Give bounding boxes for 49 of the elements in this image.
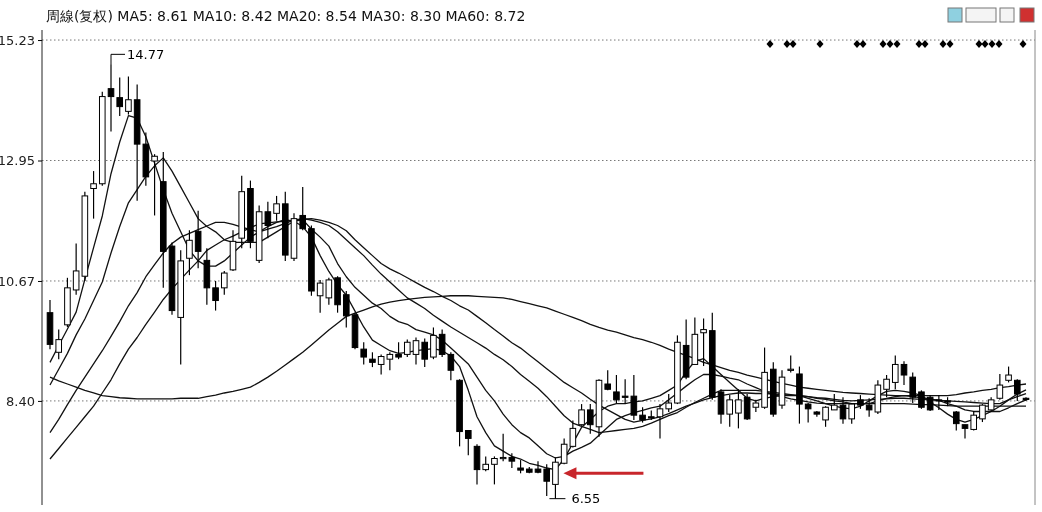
candlestick (726, 394, 734, 428)
candlestick (273, 195, 280, 222)
candlestick (822, 405, 829, 428)
y-tick-label: 12.95 (0, 153, 35, 169)
candlestick (430, 326, 437, 360)
candlestick (961, 424, 969, 440)
candlestick (412, 336, 420, 366)
candlestick (342, 290, 350, 329)
chart-title: 周線(复权) MA5: 8.61 MA10: 8.42 MA20: 8.54 MA30: 8.30 MA60: 8.72 (46, 8, 526, 24)
candlestick (55, 328, 63, 360)
y-tick-label: 10.67 (0, 273, 35, 289)
candlestick (186, 229, 193, 276)
candlestick (220, 270, 228, 296)
candlestick (1013, 378, 1021, 402)
candlestick (194, 210, 202, 269)
candlestick (491, 455, 498, 485)
candlestick (534, 460, 542, 474)
candlestick (543, 463, 551, 497)
candlestick (116, 76, 124, 117)
candlestick (360, 341, 368, 366)
candlestick (918, 389, 925, 410)
candlestick (613, 374, 620, 404)
candlestick (125, 75, 132, 116)
candlestick (970, 410, 978, 432)
candlestick (848, 402, 856, 425)
candlestick (839, 396, 847, 425)
candlestick (996, 373, 1004, 401)
candlestick (578, 403, 585, 427)
candlestick (151, 153, 158, 217)
candlestick (717, 388, 725, 425)
candlestick (586, 403, 594, 435)
y-tick-label: 15.23 (0, 32, 35, 48)
candlestick (464, 429, 472, 456)
candlestick (299, 186, 307, 231)
candlestick (656, 403, 664, 440)
candlestick (700, 317, 707, 367)
annotation: 6.55 (571, 491, 601, 507)
y-tick-label: 8.40 (6, 393, 35, 409)
candlestick (421, 337, 429, 368)
candlestick (735, 388, 742, 429)
candlestick (473, 443, 481, 485)
annotation: 14.77 (127, 46, 165, 62)
candlestick (804, 402, 812, 424)
candlestick (883, 374, 890, 398)
candlestick (90, 170, 97, 220)
candlestick (891, 354, 899, 390)
candlestick (909, 371, 917, 404)
candlestick (900, 360, 908, 386)
candlestick (212, 280, 219, 312)
